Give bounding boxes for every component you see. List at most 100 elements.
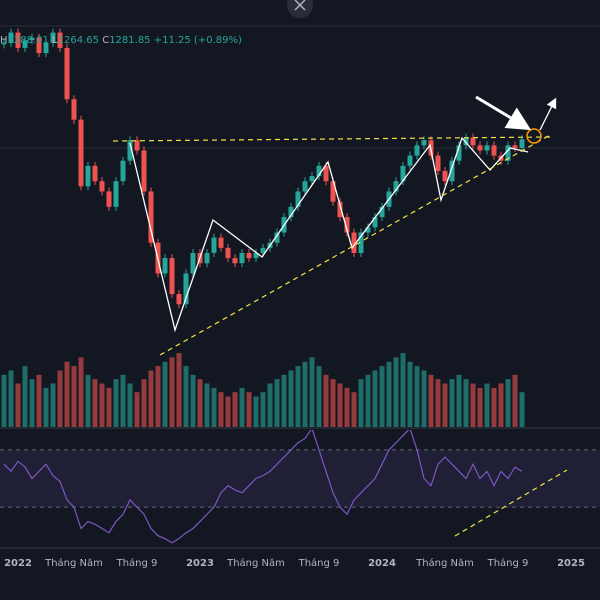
- candle: [484, 145, 490, 151]
- x-tick-label: 2022: [4, 558, 32, 569]
- candle: [316, 165, 322, 177]
- volume-bar: [36, 374, 42, 427]
- volume-bar: [239, 387, 245, 427]
- volume-bar: [442, 383, 448, 427]
- candle: [519, 139, 525, 148]
- volume-bar: [512, 374, 518, 427]
- volume-bar: [414, 366, 420, 427]
- volume-bar: [344, 387, 350, 427]
- volume-bar: [232, 392, 238, 427]
- candle: [253, 252, 259, 259]
- volume-bar: [99, 383, 105, 427]
- volume-bar: [421, 370, 427, 427]
- candle: [302, 181, 308, 192]
- candle: [449, 160, 455, 182]
- volume-bar: [316, 366, 322, 427]
- volume-bar: [127, 383, 133, 427]
- candle: [99, 181, 105, 192]
- candle: [1, 42, 7, 45]
- candle: [477, 145, 483, 151]
- volume-bar: [113, 379, 119, 427]
- candle: [372, 217, 378, 228]
- candle: [400, 165, 406, 182]
- support-trendline: [159, 134, 551, 356]
- volume-bar: [323, 374, 329, 427]
- volume-bar: [519, 392, 525, 427]
- candle: [323, 165, 329, 182]
- close-icon: [294, 0, 306, 11]
- candle: [190, 252, 196, 274]
- candle: [232, 258, 238, 264]
- volume-bar: [204, 383, 210, 427]
- candle: [120, 160, 126, 182]
- candle: [288, 206, 294, 218]
- candle: [351, 232, 357, 253]
- candle: [162, 258, 168, 274]
- candle: [456, 145, 462, 161]
- volume-bar: [43, 387, 49, 427]
- volume-bar: [246, 392, 252, 427]
- candle: [113, 181, 119, 207]
- candle: [442, 170, 448, 182]
- label: L: [52, 35, 58, 46]
- volume-bar: [505, 379, 511, 427]
- volume-bar: [78, 357, 84, 427]
- candle: [414, 145, 420, 156]
- candle: [260, 247, 266, 253]
- value: 1281.85: [109, 35, 150, 46]
- value: 1264.65: [58, 35, 99, 46]
- volume-bar: [183, 366, 189, 427]
- x-tick-label: Tháng 9: [487, 557, 529, 569]
- volume-bar: [428, 374, 434, 427]
- candle: [407, 155, 413, 166]
- label: H: [0, 35, 8, 46]
- volume-bar: [302, 361, 308, 427]
- candle: [15, 32, 21, 48]
- volume-bar: [491, 387, 497, 427]
- candles: [1, 28, 525, 427]
- arrow: [539, 97, 557, 131]
- candle: [435, 155, 441, 171]
- volume-bar: [463, 379, 469, 427]
- candle: [218, 237, 224, 248]
- volume-bar: [50, 383, 56, 427]
- candle: [183, 273, 189, 305]
- candle: [148, 191, 154, 243]
- candle: [50, 32, 56, 43]
- volume-bar: [1, 374, 7, 427]
- volume-bar: [309, 357, 315, 427]
- x-tick-label: 2025: [557, 558, 585, 569]
- x-tick-label: Tháng 9: [116, 557, 158, 569]
- candle: [246, 252, 252, 259]
- x-tick-label: 2023: [186, 558, 214, 569]
- candle: [85, 165, 91, 187]
- volume-bar: [351, 392, 357, 427]
- candle: [512, 145, 518, 148]
- candle: [463, 137, 469, 146]
- volume-bar: [15, 383, 21, 427]
- volume-bar: [477, 387, 483, 427]
- volume-bar: [337, 383, 343, 427]
- volume-bar: [253, 396, 259, 427]
- candle: [29, 37, 35, 41]
- close-button[interactable]: [287, 0, 313, 18]
- candle: [176, 293, 182, 305]
- volume-bar: [190, 374, 196, 427]
- candle: [57, 32, 63, 48]
- volume-bar: [386, 361, 392, 427]
- volume-bar: [456, 374, 462, 427]
- candle: [211, 237, 217, 253]
- x-tick-label: Tháng Năm: [226, 557, 285, 569]
- volume-bar: [372, 370, 378, 427]
- volume-bar: [281, 374, 287, 427]
- volume-bar: [92, 379, 98, 427]
- candle: [309, 176, 315, 182]
- volume-bar: [274, 379, 280, 427]
- candle: [43, 42, 49, 54]
- zigzag-drawing: [129, 136, 529, 333]
- candle: [64, 47, 70, 100]
- candle: [106, 191, 112, 207]
- volume-bar: [218, 392, 224, 427]
- volume-bar: [211, 387, 217, 427]
